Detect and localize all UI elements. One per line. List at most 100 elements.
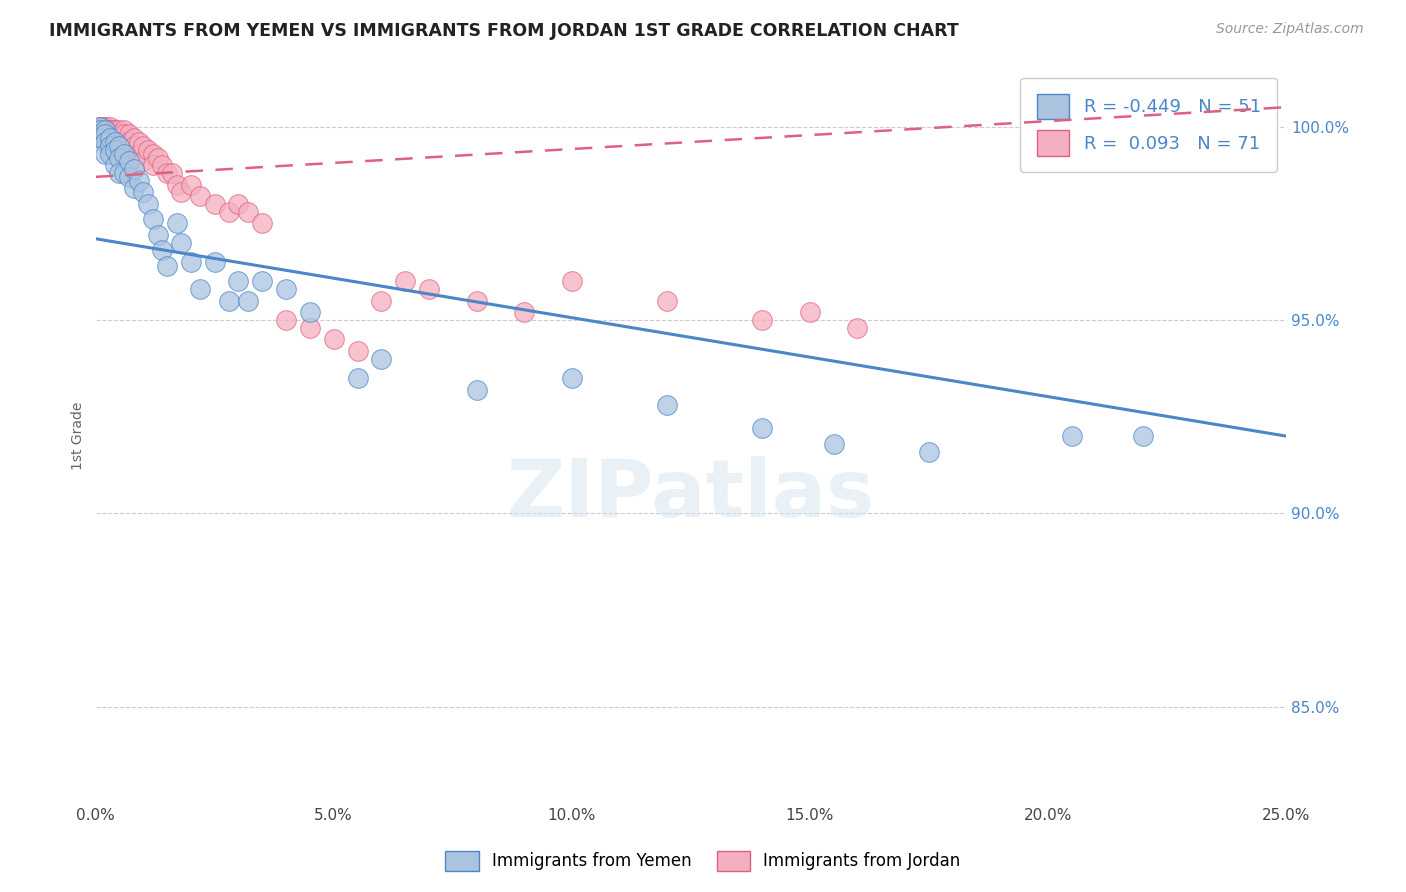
Point (89, 128, 111, 142)
Point (104, 135, 127, 149)
Point (98, 139, 121, 153)
Point (128, 135, 150, 149)
Point (170, 235, 193, 250)
Point (112, 166, 135, 180)
Point (94, 128, 117, 142)
Point (108, 123, 131, 137)
Point (156, 259, 179, 273)
Point (204, 197, 226, 211)
Point (112, 128, 135, 142)
Point (346, 371, 368, 385)
Point (298, 305, 321, 319)
Point (94, 120, 117, 134)
Point (142, 158, 165, 172)
Point (94, 131, 117, 145)
Point (561, 371, 583, 385)
Point (136, 143, 159, 157)
Point (94, 120, 117, 134)
Point (370, 351, 392, 366)
Point (228, 197, 250, 211)
Point (104, 131, 127, 145)
Point (180, 178, 202, 192)
Point (166, 216, 188, 230)
Point (799, 305, 821, 319)
Point (104, 123, 127, 137)
Point (128, 174, 150, 188)
Point (370, 293, 392, 308)
Point (108, 151, 131, 165)
Point (132, 139, 155, 153)
Point (94, 123, 117, 137)
Point (94, 123, 117, 137)
Point (1060, 429, 1083, 443)
Point (94, 146, 117, 161)
Point (322, 332, 344, 346)
Point (204, 255, 226, 269)
Point (751, 421, 773, 435)
Point (136, 197, 159, 211)
Point (132, 154, 155, 169)
Point (104, 135, 127, 149)
Point (98, 131, 121, 145)
Point (298, 320, 321, 334)
Point (94, 123, 117, 137)
Point (418, 282, 440, 296)
Legend: R = -0.449   N = 51, R =  0.093   N = 71: R = -0.449 N = 51, R = 0.093 N = 71 (1021, 78, 1277, 172)
Point (108, 131, 131, 145)
Point (104, 143, 127, 157)
Point (108, 139, 131, 153)
Point (465, 293, 488, 308)
Point (236, 204, 259, 219)
Point (150, 244, 173, 258)
Point (89, 120, 111, 134)
Point (561, 274, 583, 288)
Point (218, 293, 240, 308)
Point (94, 128, 117, 142)
Point (108, 139, 131, 153)
Point (118, 146, 141, 161)
Point (104, 158, 127, 172)
Point (513, 305, 536, 319)
Point (274, 313, 297, 327)
Point (846, 320, 869, 334)
Point (98, 131, 121, 145)
Point (252, 216, 274, 230)
Point (122, 139, 145, 153)
Point (89, 123, 111, 137)
Point (751, 313, 773, 327)
Point (112, 135, 135, 149)
Point (346, 343, 368, 358)
Point (118, 135, 141, 149)
Point (236, 293, 259, 308)
Point (228, 274, 250, 288)
Point (465, 383, 488, 397)
Point (394, 274, 416, 288)
Point (89, 120, 111, 134)
Point (98, 123, 121, 137)
Point (150, 158, 173, 172)
Point (98, 135, 121, 149)
Point (122, 151, 145, 165)
Point (655, 398, 678, 412)
Point (122, 181, 145, 195)
Point (146, 227, 169, 242)
Point (118, 128, 141, 142)
Point (156, 166, 179, 180)
Point (180, 255, 202, 269)
Point (112, 143, 135, 157)
Text: IMMIGRANTS FROM YEMEN VS IMMIGRANTS FROM JORDAN 1ST GRADE CORRELATION CHART: IMMIGRANTS FROM YEMEN VS IMMIGRANTS FROM… (49, 22, 959, 40)
Point (89, 131, 111, 145)
Point (112, 146, 135, 161)
Point (166, 178, 188, 192)
Point (252, 274, 274, 288)
Point (89, 120, 111, 134)
Legend: Immigrants from Yemen, Immigrants from Jordan: Immigrants from Yemen, Immigrants from J… (437, 842, 969, 880)
Point (170, 186, 193, 200)
Point (89, 123, 111, 137)
Point (94, 128, 117, 142)
Point (128, 146, 150, 161)
Point (108, 128, 131, 142)
Point (132, 186, 155, 200)
Point (118, 169, 141, 184)
Text: Source: ZipAtlas.com: Source: ZipAtlas.com (1216, 22, 1364, 37)
